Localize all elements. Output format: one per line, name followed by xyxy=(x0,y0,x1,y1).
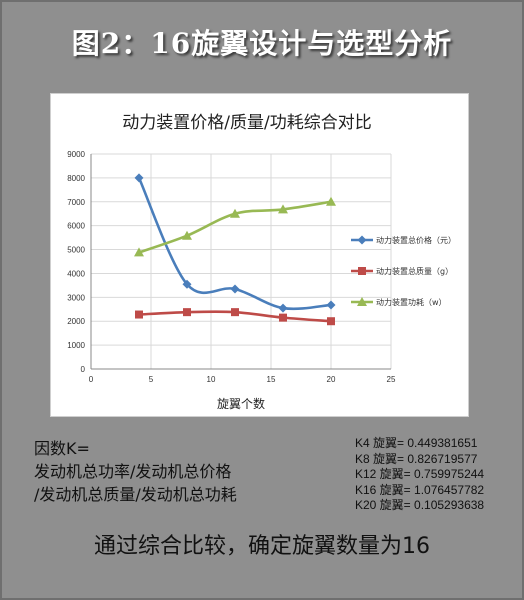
chart-legend: 动力装置总价格（元） 动力装置总质量（g） 动力装置功耗（w） xyxy=(351,235,456,307)
formula-line-3: /发动机总质量/发动机总功耗 xyxy=(34,485,237,504)
chart-grid xyxy=(91,153,392,369)
x-tick-label: 25 xyxy=(387,375,396,384)
chart-title: 动力装置价格/质量/功耗综合对比 xyxy=(122,113,371,133)
formula-line-1: 因数K= xyxy=(34,439,90,458)
series-1-point xyxy=(182,279,192,289)
y-tick-label: 8000 xyxy=(67,174,85,183)
conclusion-text: 通过综合比较，确定旋翼数量为16 xyxy=(94,534,430,559)
series-3-point xyxy=(182,230,192,240)
y-tick-label: 5000 xyxy=(67,246,85,255)
chart-series xyxy=(134,173,336,326)
legend-marker-1 xyxy=(357,235,367,245)
legend-marker-2 xyxy=(358,267,366,275)
chart-axes: 0 1000 2000 3000 4000 5000 6000 7000 8000 9000 0 5 1… xyxy=(67,150,396,384)
legend-label-1: 动力装置总价格（元） xyxy=(376,235,456,245)
series-3-point xyxy=(134,247,144,257)
x-tick-label: 20 xyxy=(327,375,336,384)
x-tick-label: 0 xyxy=(89,375,94,384)
formula-line-2: 发动机总功率/发动机总价格 xyxy=(34,462,232,481)
series-1-point xyxy=(134,173,144,183)
series-1-point xyxy=(230,284,240,294)
series-3-point xyxy=(230,208,240,218)
y-tick-label: 4000 xyxy=(67,269,85,278)
y-tick-label: 2000 xyxy=(67,317,85,326)
legend-marker-3 xyxy=(357,297,367,306)
page-heading: 图2：16旋翼设计与选型分析 xyxy=(71,27,453,60)
y-tick-label: 1000 xyxy=(67,341,85,350)
legend-label-2: 动力装置总质量（g） xyxy=(376,266,453,276)
chart-card: 动力装置价格/质量/功耗综合对比 0 1000 2000 3000 4000 5000 60… xyxy=(50,93,469,417)
series-2-point xyxy=(183,308,191,317)
k-formula: 因数K= 发动机总功率/发动机总价格 /发动机总质量/发动机总功耗 xyxy=(34,437,324,506)
k-value-8: K8 旋翼= 0.826719577 xyxy=(355,451,478,466)
k-value-20: K20 旋翼= 0.105293638 xyxy=(355,498,485,512)
k-value-16: K16 旋翼= 1.076457782 xyxy=(355,482,485,497)
k-value-12: K12 旋翼= 0.759975244 xyxy=(355,467,485,481)
series-line-1 xyxy=(137,177,332,311)
k-value-4: K4 旋翼= 0.449381651 xyxy=(355,436,478,450)
series-2-point xyxy=(279,313,287,322)
y-tick-label: 9000 xyxy=(67,150,85,159)
y-tick-label: 3000 xyxy=(67,293,85,302)
x-axis-label: 旋翼个数 xyxy=(217,396,265,411)
x-tick-label: 10 xyxy=(207,375,216,384)
y-tick-label: 7000 xyxy=(67,198,85,207)
y-tick-label: 0 xyxy=(81,365,86,374)
series-3-point xyxy=(326,196,336,206)
series-1-point xyxy=(278,303,288,313)
line-chart: 动力装置价格/质量/功耗综合对比 0 1000 2000 3000 4000 5000 60… xyxy=(67,113,456,411)
x-tick-label: 5 xyxy=(149,375,154,384)
series-1-point xyxy=(326,300,336,310)
series-2-point xyxy=(231,308,239,317)
y-tick-label: 6000 xyxy=(67,222,85,231)
k-values-list: K4 旋翼= 0.449381651 K8 旋翼= 0.826719577 K1… xyxy=(355,436,520,514)
legend-label-3: 动力装置功耗（w） xyxy=(376,297,447,307)
series-2-point xyxy=(135,310,143,319)
series-2-point xyxy=(327,317,335,326)
x-tick-label: 15 xyxy=(267,375,276,384)
series-3-point xyxy=(278,204,288,214)
